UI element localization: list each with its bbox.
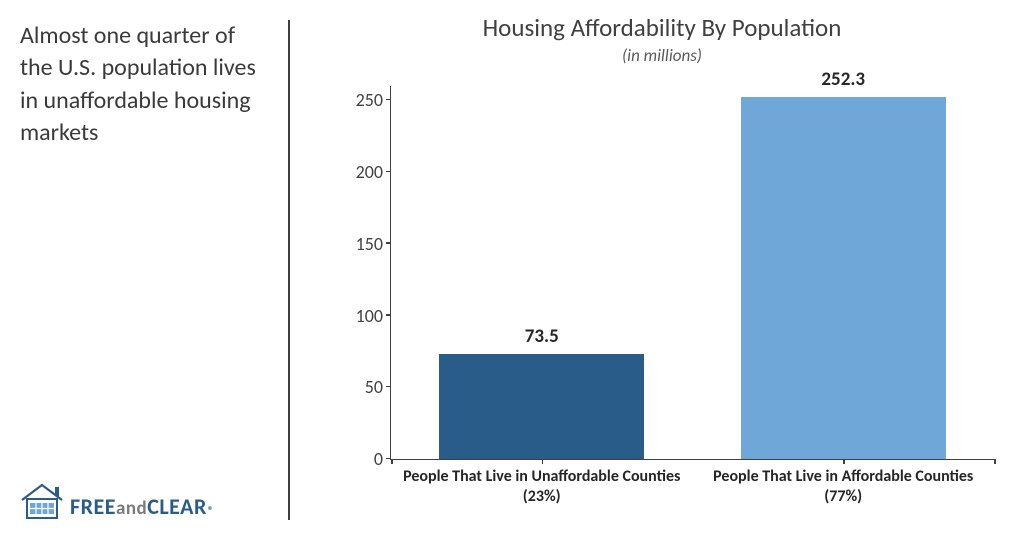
y-tick-mark	[386, 171, 391, 173]
chart-subtitle: (in millions)	[320, 45, 1004, 66]
chart-title: Housing Affordability By Population	[320, 12, 1004, 43]
x-tick-mark	[542, 459, 544, 464]
y-tick-mark	[386, 99, 391, 101]
x-axis-label: People That Live in Unaffordable Countie…	[397, 467, 686, 507]
x-tick-mark	[994, 459, 996, 464]
logo-and: and	[116, 497, 147, 520]
chart-area: 0 50 100 150 200 250 73.5 People That Live in U…	[340, 86, 1004, 540]
x-tick-mark	[843, 459, 845, 464]
bar-value-label: 252.3	[821, 68, 865, 91]
logo-clear: CLEAR	[147, 493, 207, 520]
chart-panel: Housing Affordability By Population (in …	[290, 0, 1024, 550]
y-tick-mark	[386, 314, 391, 316]
bar: 252.3	[741, 97, 946, 459]
y-tick-label: 150	[356, 233, 391, 255]
bar-value-label: 73.5	[525, 325, 559, 348]
x-axis-label: People That Live in Affordable Counties …	[699, 467, 988, 507]
y-tick-label: 250	[356, 89, 391, 111]
callout-text: Almost one quarter of the U.S. populatio…	[20, 20, 273, 150]
y-tick-label: 50	[365, 376, 391, 398]
logo-registered: ®	[208, 504, 214, 517]
y-tick-mark	[386, 386, 391, 388]
y-tick-label: 0	[374, 448, 391, 470]
brand-logo: FREEandCLEAR®	[20, 482, 273, 520]
logo-text: FREEandCLEAR®	[70, 493, 214, 520]
main-container: Almost one quarter of the U.S. populatio…	[0, 0, 1024, 550]
x-tick-mark	[391, 459, 393, 464]
house-icon	[20, 482, 64, 520]
bar: 73.5	[439, 354, 644, 459]
logo-free: FREE	[70, 493, 116, 520]
y-tick-label: 200	[356, 161, 391, 183]
y-tick-label: 100	[356, 305, 391, 327]
left-panel: Almost one quarter of the U.S. populatio…	[0, 0, 288, 550]
y-tick-mark	[386, 242, 391, 244]
plot-region: 05010015020025073.5People That Live in U…	[390, 86, 994, 460]
